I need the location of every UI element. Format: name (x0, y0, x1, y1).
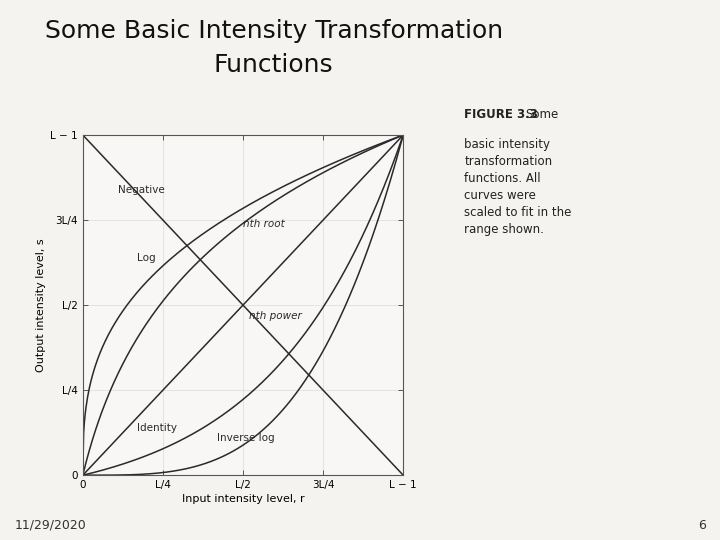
Text: Some: Some (526, 108, 559, 121)
Text: 11/29/2020: 11/29/2020 (14, 519, 86, 532)
Text: nth root: nth root (243, 219, 284, 229)
Text: Negative: Negative (118, 185, 165, 195)
Text: FIGURE 3.3: FIGURE 3.3 (464, 108, 539, 121)
Text: Functions: Functions (214, 53, 333, 77)
Text: nth power: nth power (249, 310, 302, 321)
X-axis label: Input intensity level, r: Input intensity level, r (181, 494, 305, 504)
Text: 6: 6 (698, 519, 706, 532)
Text: Identity: Identity (138, 423, 177, 433)
Text: basic intensity
transformation
functions. All
curves were
scaled to fit in the
r: basic intensity transformation functions… (464, 138, 572, 235)
Text: Inverse log: Inverse log (217, 433, 275, 443)
Y-axis label: Output intensity level, s: Output intensity level, s (36, 238, 46, 372)
Text: Some Basic Intensity Transformation: Some Basic Intensity Transformation (45, 19, 503, 43)
Text: Log: Log (138, 253, 156, 263)
